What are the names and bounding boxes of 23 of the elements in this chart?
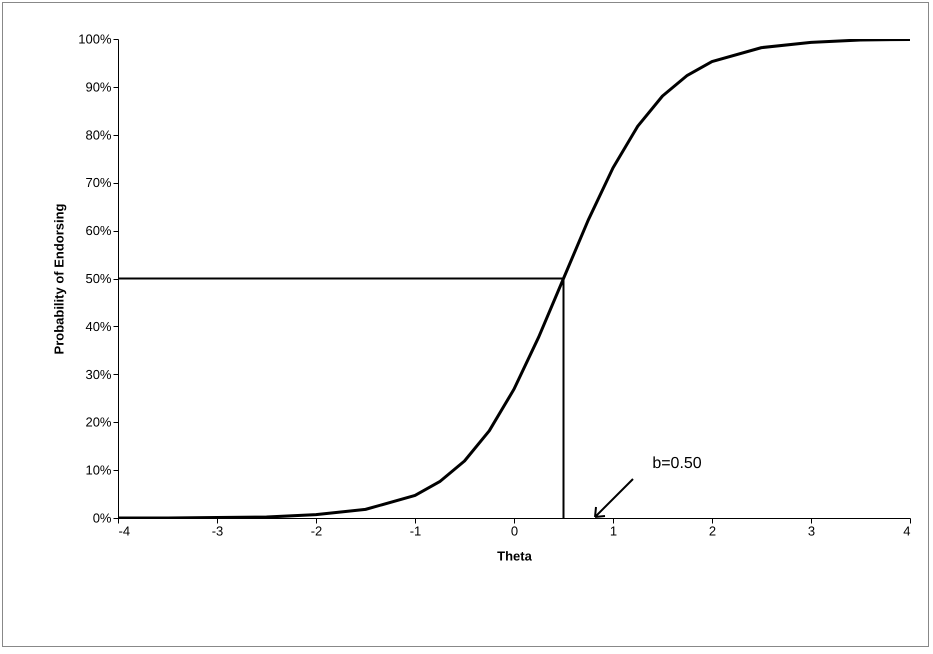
y-tick-label: 60% xyxy=(85,223,112,238)
y-tick-label: 100% xyxy=(78,32,112,46)
x-tick-label: 1 xyxy=(610,524,618,538)
x-tick-label: 2 xyxy=(708,524,716,538)
x-tick-label: -2 xyxy=(310,524,322,538)
x-tick-label: -1 xyxy=(410,524,422,538)
x-tick-label: -3 xyxy=(212,524,224,538)
x-tick-label: 4 xyxy=(903,524,910,538)
annotation: b=0.50 xyxy=(652,455,702,472)
y-tick-label: 90% xyxy=(85,79,112,94)
y-tick-label: 0% xyxy=(92,510,112,526)
y-tick-label: 20% xyxy=(85,414,112,430)
y-tick-label: 40% xyxy=(85,318,112,334)
x-tick-label: 0 xyxy=(510,524,518,538)
y-tick-label: 10% xyxy=(85,462,112,478)
y-tick-label: 50% xyxy=(85,271,112,286)
x-tick-label: 3 xyxy=(808,524,816,538)
y-tick-label: 30% xyxy=(85,366,112,382)
y-axis-title: Probability of Endorsing xyxy=(51,203,66,354)
x-axis-title: Theta xyxy=(497,548,533,564)
x-tick-label: -4 xyxy=(118,524,130,538)
y-tick-label: 80% xyxy=(85,127,112,142)
y-tick-label: 70% xyxy=(85,175,112,190)
